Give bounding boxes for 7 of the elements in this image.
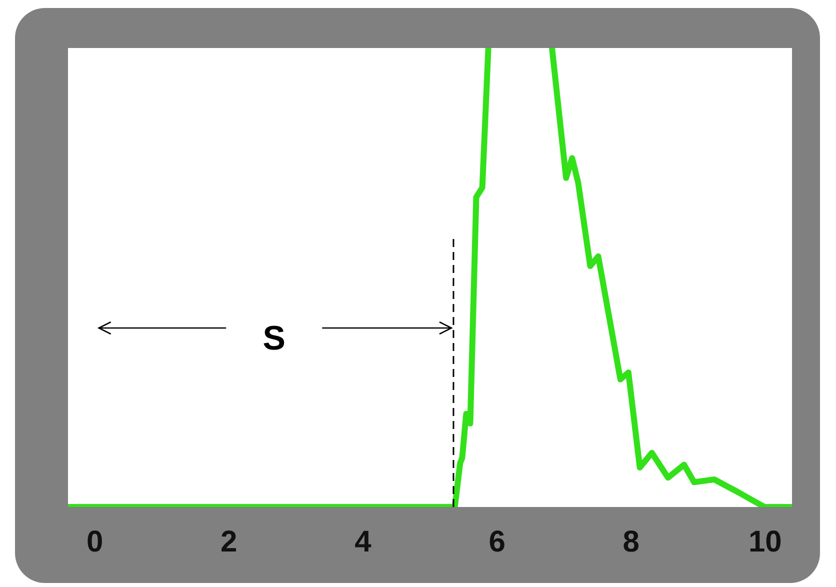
x-tick-label: 2 (220, 525, 238, 558)
x-tick-label: 4 (354, 525, 372, 558)
x-tick-label: 8 (622, 525, 640, 558)
x-tick-label: 6 (488, 525, 506, 558)
x-tick-label: 0 (86, 525, 104, 558)
annotation: S (262, 319, 286, 358)
x-tick-label: 10 (748, 525, 782, 558)
